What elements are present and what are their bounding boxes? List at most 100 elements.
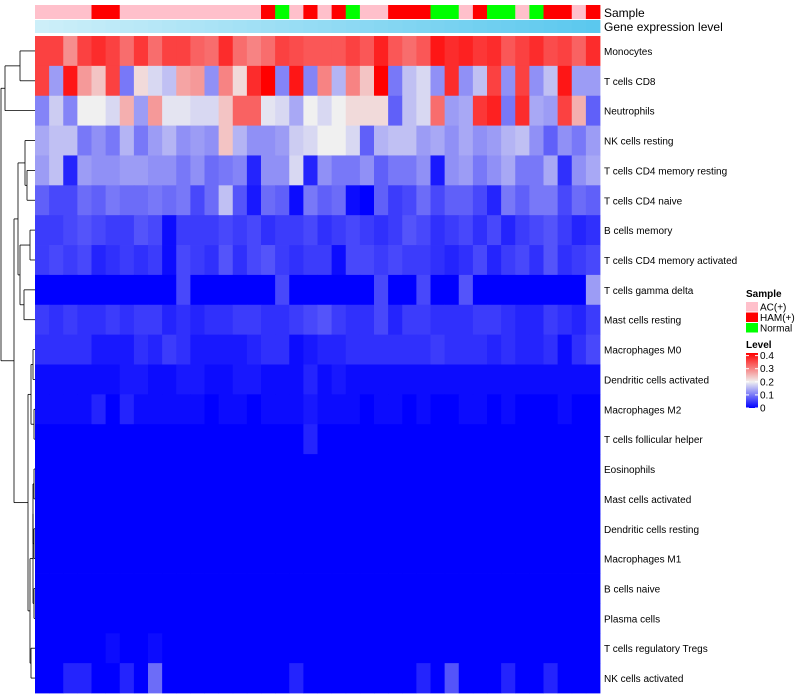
- heatmap-cell: [176, 394, 191, 425]
- heatmap-cell: [289, 215, 304, 246]
- heatmap-cell: [472, 394, 488, 425]
- heatmap-cell: [571, 185, 587, 216]
- heatmap-cell: [515, 215, 530, 246]
- sample-annotation-cell: [77, 5, 92, 19]
- heatmap-cell: [91, 125, 107, 156]
- heatmap-cell: [275, 245, 290, 276]
- row-label: NK cells resting: [604, 137, 673, 148]
- heatmap-cell: [515, 185, 530, 216]
- expression-level-cell: [91, 20, 107, 33]
- heatmap-cell: [416, 573, 431, 604]
- expression-level-cell: [529, 20, 544, 33]
- heatmap-cell: [487, 334, 502, 365]
- heatmap-cell: [501, 245, 516, 276]
- heatmap-cell: [543, 36, 559, 67]
- heatmap-cell: [133, 334, 149, 365]
- heatmap-cell: [331, 215, 347, 246]
- heatmap-cell: [487, 185, 502, 216]
- heatmap-cell: [275, 304, 290, 336]
- heatmap-cell: [275, 334, 290, 365]
- heatmap-cell: [204, 424, 220, 455]
- heatmap-cell: [430, 65, 446, 97]
- heatmap-cell: [91, 663, 107, 694]
- heatmap-cell: [63, 454, 78, 485]
- heatmap-cell: [444, 155, 460, 186]
- row-label: B cells memory: [604, 226, 672, 237]
- heatmap-cell: [190, 394, 205, 425]
- heatmap-cell: [289, 483, 304, 515]
- heatmap-cell: [430, 603, 446, 634]
- heatmap-cell: [515, 155, 530, 186]
- heatmap-cell: [232, 543, 248, 574]
- heatmap-cell: [204, 394, 220, 425]
- sample-annotation-cell: [105, 5, 121, 19]
- heatmap-cell: [543, 394, 559, 425]
- heatmap-cell: [91, 185, 107, 216]
- heatmap-cell: [261, 215, 276, 246]
- heatmap-cell: [374, 573, 389, 604]
- heatmap-cell: [444, 95, 460, 126]
- heatmap-cell: [501, 573, 516, 604]
- heatmap-cell: [331, 95, 347, 126]
- heatmap-cell: [472, 245, 488, 276]
- heatmap-cell: [49, 155, 64, 186]
- heatmap-cell: [515, 125, 530, 156]
- heatmap-cell: [204, 125, 220, 156]
- heatmap-cell: [133, 483, 149, 515]
- heatmap-cell: [571, 573, 587, 604]
- heatmap-cell: [388, 245, 403, 276]
- sample-legend-label: HAM(+): [760, 313, 795, 324]
- heatmap-cell: [218, 543, 234, 574]
- heatmap-cell: [162, 125, 177, 156]
- heatmap-cell: [345, 513, 361, 545]
- heatmap-cell: [331, 633, 347, 664]
- heatmap-cell: [529, 603, 544, 634]
- heatmap-cell: [501, 215, 516, 246]
- heatmap-cell: [345, 543, 361, 574]
- heatmap-cell: [359, 36, 375, 67]
- heatmap-cell: [359, 454, 375, 485]
- heatmap-cell: [416, 125, 431, 156]
- heatmap-cell: [63, 245, 78, 276]
- sample-annotation-cell: [331, 5, 347, 19]
- heatmap-cell: [246, 663, 262, 694]
- heatmap-cell: [402, 245, 417, 276]
- heatmap-cell: [416, 543, 431, 574]
- heatmap-cell: [303, 364, 318, 395]
- heatmap-cell: [416, 663, 431, 694]
- heatmap-cell: [119, 483, 135, 515]
- heatmap-cell: [246, 633, 262, 664]
- heatmap-cell: [162, 483, 177, 515]
- heatmap-cell: [261, 543, 276, 574]
- heatmap-cell: [261, 603, 276, 634]
- heatmap-cell: [63, 304, 78, 336]
- heatmap-cell: [105, 573, 121, 604]
- level-tick-label: 0.2: [760, 377, 774, 388]
- heatmap-cell: [35, 633, 50, 664]
- heatmap-cell: [317, 36, 333, 67]
- heatmap-cell: [529, 483, 544, 515]
- heatmap-cell: [289, 364, 304, 395]
- heatmap-cell: [77, 543, 92, 574]
- heatmap-cell: [105, 95, 121, 126]
- heatmap-cell: [402, 36, 417, 67]
- heatmap-cell: [190, 364, 205, 395]
- sample-legend-swatch: [746, 302, 758, 312]
- heatmap-cell: [289, 633, 304, 664]
- heatmap-cell: [444, 364, 460, 395]
- heatmap-cell: [232, 424, 248, 455]
- heatmap-cell: [176, 125, 191, 156]
- heatmap-cell: [374, 394, 389, 425]
- heatmap-cell: [303, 483, 318, 515]
- heatmap-cell: [261, 334, 276, 365]
- heatmap-cell: [289, 543, 304, 574]
- heatmap-cell: [543, 424, 559, 455]
- heatmap-cell: [317, 663, 333, 694]
- sample-annotation-cell: [303, 5, 318, 19]
- heatmap-cell: [585, 364, 601, 395]
- heatmap-cell: [416, 513, 431, 545]
- heatmap-cell: [105, 155, 121, 186]
- row-label: Macrophages M1: [604, 555, 682, 566]
- heatmap-cell: [543, 603, 559, 634]
- heatmap-cell: [303, 65, 318, 97]
